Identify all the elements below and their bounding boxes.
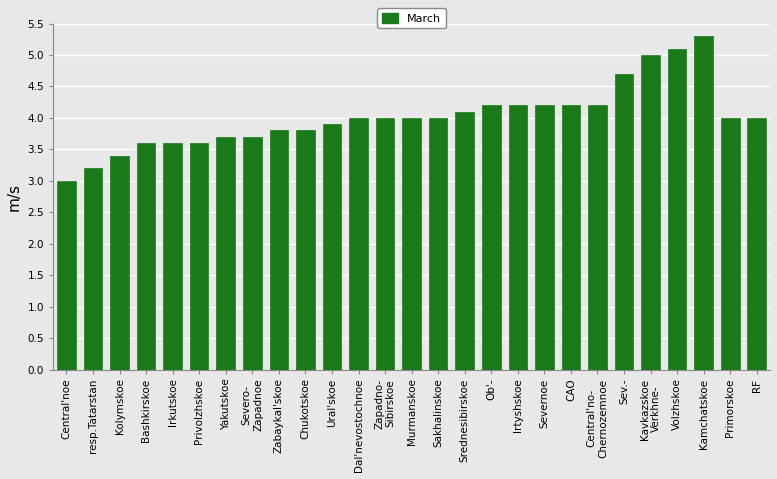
- Bar: [349, 118, 368, 369]
- Bar: [137, 143, 155, 369]
- Bar: [588, 105, 607, 369]
- Bar: [296, 130, 315, 369]
- Bar: [429, 118, 448, 369]
- Bar: [57, 181, 75, 369]
- Bar: [667, 49, 686, 369]
- Bar: [163, 143, 182, 369]
- Bar: [455, 112, 474, 369]
- Bar: [615, 74, 633, 369]
- Bar: [721, 118, 740, 369]
- Bar: [243, 137, 262, 369]
- Bar: [217, 137, 235, 369]
- Y-axis label: m/s: m/s: [7, 182, 22, 211]
- Bar: [695, 36, 713, 369]
- Bar: [190, 143, 208, 369]
- Bar: [270, 130, 288, 369]
- Bar: [535, 105, 554, 369]
- Bar: [747, 118, 766, 369]
- Bar: [641, 55, 660, 369]
- Bar: [376, 118, 395, 369]
- Bar: [110, 156, 129, 369]
- Bar: [482, 105, 500, 369]
- Legend: March: March: [378, 8, 446, 28]
- Bar: [322, 124, 341, 369]
- Bar: [402, 118, 421, 369]
- Bar: [508, 105, 527, 369]
- Bar: [84, 168, 103, 369]
- Bar: [562, 105, 580, 369]
